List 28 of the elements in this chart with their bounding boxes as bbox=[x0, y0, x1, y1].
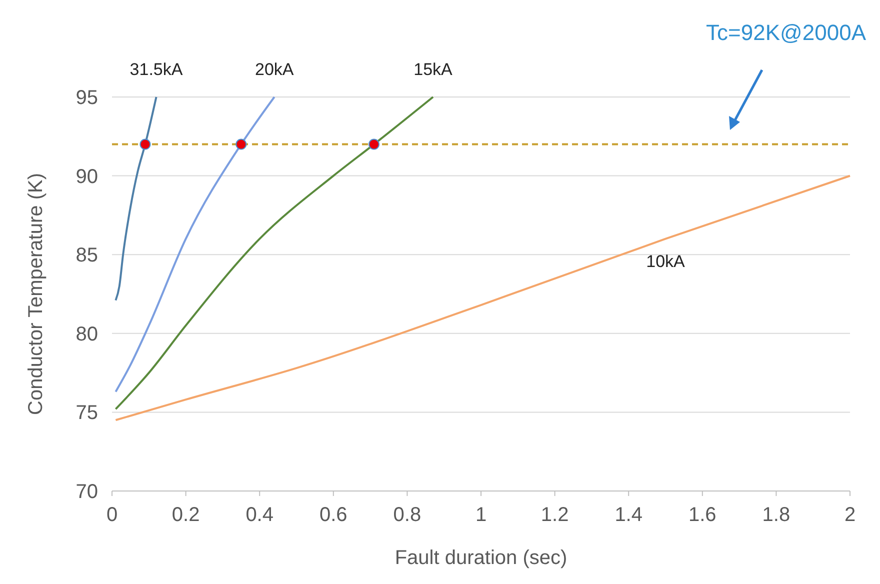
x-axis-title: Fault duration (sec) bbox=[394, 547, 568, 569]
x-tick-label: 0.6 bbox=[319, 504, 348, 526]
series-label: 10kA bbox=[646, 252, 686, 271]
series-label: 15kA bbox=[414, 60, 454, 79]
x-tick-label: 0.4 bbox=[246, 504, 274, 526]
line-series bbox=[114, 174, 851, 422]
x-tick-label: 2 bbox=[844, 504, 856, 526]
line-series bbox=[114, 96, 434, 410]
y-tick-label: 80 bbox=[76, 323, 98, 346]
x-tick-label: 1.4 bbox=[614, 504, 643, 526]
series-label: 20kA bbox=[254, 60, 294, 79]
y-tick-label: 95 bbox=[76, 87, 98, 109]
x-tick-label: 1.6 bbox=[688, 504, 716, 526]
x-tick-label: 1.2 bbox=[540, 504, 569, 526]
y-tick-label: 75 bbox=[76, 402, 98, 424]
line-series bbox=[114, 96, 276, 393]
y-tick-label: 70 bbox=[76, 481, 98, 503]
y-tick-label: 90 bbox=[76, 166, 98, 188]
x-tick-label: 1 bbox=[475, 504, 487, 526]
line-series bbox=[114, 96, 158, 302]
x-tick-label: 0 bbox=[106, 504, 118, 526]
series-label: 31.5kA bbox=[130, 60, 184, 79]
x-tick-label: 0.2 bbox=[172, 504, 200, 526]
x-tick-label: 0.8 bbox=[393, 504, 422, 526]
y-tick-label: 85 bbox=[76, 244, 98, 267]
x-tick-label: 1.8 bbox=[762, 504, 790, 526]
y-axis-title: Conductor Temperature (K) bbox=[25, 173, 47, 415]
text: Tc=92K@2000A bbox=[706, 20, 866, 45]
